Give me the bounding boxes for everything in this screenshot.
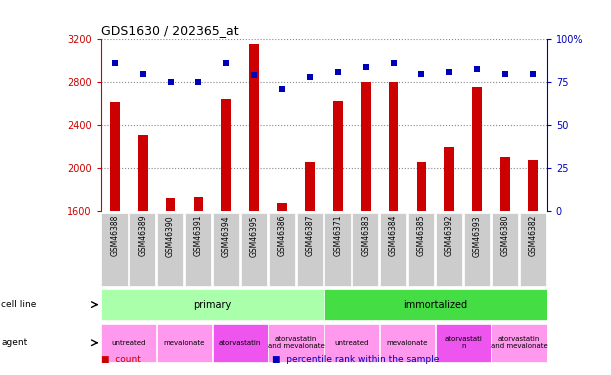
Text: untreated: untreated [334, 340, 369, 346]
Bar [500, 158, 510, 211]
Text: GSM46380: GSM46380 [500, 215, 510, 256]
Text: GSM46385: GSM46385 [417, 215, 426, 256]
FancyBboxPatch shape [157, 324, 212, 362]
Bar [528, 160, 538, 211]
Text: agent: agent [1, 338, 27, 347]
Text: GSM46390: GSM46390 [166, 215, 175, 256]
FancyBboxPatch shape [101, 213, 128, 286]
FancyBboxPatch shape [353, 213, 378, 286]
Text: GSM46392: GSM46392 [445, 215, 454, 256]
FancyBboxPatch shape [324, 213, 351, 286]
Text: GDS1630 / 202365_at: GDS1630 / 202365_at [101, 24, 238, 37]
Text: GSM46371: GSM46371 [333, 215, 342, 256]
FancyBboxPatch shape [380, 324, 435, 362]
Text: primary: primary [193, 300, 232, 310]
Bar [389, 82, 398, 211]
Text: GSM46384: GSM46384 [389, 215, 398, 256]
Text: GSM46382: GSM46382 [529, 215, 538, 256]
FancyBboxPatch shape [157, 213, 183, 286]
Text: atorvastatin
and mevalonate: atorvastatin and mevalonate [268, 336, 324, 349]
Text: GSM46394: GSM46394 [222, 215, 231, 256]
Bar [333, 100, 343, 211]
Text: GSM46388: GSM46388 [110, 215, 119, 256]
FancyBboxPatch shape [269, 213, 295, 286]
Text: atorvastatin
and mevalonate: atorvastatin and mevalonate [491, 336, 547, 349]
Bar [277, 202, 287, 211]
FancyBboxPatch shape [213, 324, 268, 362]
FancyBboxPatch shape [491, 324, 547, 362]
FancyBboxPatch shape [101, 324, 156, 362]
Bar [417, 162, 426, 211]
Point [137, 71, 147, 77]
Point [221, 60, 231, 66]
FancyBboxPatch shape [436, 324, 491, 362]
Text: GSM46395: GSM46395 [250, 215, 258, 256]
FancyBboxPatch shape [268, 324, 324, 362]
Bar [472, 87, 482, 211]
Point [500, 71, 510, 77]
Bar [166, 198, 175, 211]
Bar [194, 197, 203, 211]
Bar [221, 99, 231, 211]
Point [277, 86, 287, 92]
Point [472, 66, 482, 72]
Text: mevalonate: mevalonate [164, 340, 205, 346]
Point [528, 71, 538, 77]
Text: GSM46393: GSM46393 [473, 215, 481, 256]
Text: GSM46391: GSM46391 [194, 215, 203, 256]
Text: atorvastati
n: atorvastati n [444, 336, 482, 349]
Text: atorvastatin: atorvastatin [219, 340, 262, 346]
Text: untreated: untreated [111, 340, 146, 346]
Bar [110, 102, 120, 211]
Point [166, 79, 175, 85]
Bar [137, 135, 147, 211]
Text: cell line: cell line [1, 300, 37, 309]
Point [444, 69, 454, 75]
FancyBboxPatch shape [185, 213, 211, 286]
Point [360, 64, 370, 70]
Text: GSM46383: GSM46383 [361, 215, 370, 256]
Point [389, 60, 398, 66]
FancyBboxPatch shape [492, 213, 518, 286]
Point [333, 69, 343, 75]
Text: GSM46386: GSM46386 [277, 215, 287, 256]
Text: GSM46387: GSM46387 [306, 215, 315, 256]
FancyBboxPatch shape [519, 213, 546, 286]
Bar [305, 162, 315, 211]
FancyBboxPatch shape [241, 213, 267, 286]
FancyBboxPatch shape [380, 213, 406, 286]
Text: mevalonate: mevalonate [387, 340, 428, 346]
Bar [444, 147, 454, 211]
Text: immortalized: immortalized [403, 300, 467, 310]
FancyBboxPatch shape [213, 213, 239, 286]
Text: GSM46389: GSM46389 [138, 215, 147, 256]
FancyBboxPatch shape [436, 213, 462, 286]
FancyBboxPatch shape [324, 289, 547, 320]
FancyBboxPatch shape [296, 213, 323, 286]
Bar [249, 44, 259, 211]
FancyBboxPatch shape [101, 289, 324, 320]
FancyBboxPatch shape [464, 213, 490, 286]
Bar [360, 82, 370, 211]
FancyBboxPatch shape [130, 213, 155, 286]
Point [249, 72, 259, 78]
Text: ■  percentile rank within the sample: ■ percentile rank within the sample [272, 355, 439, 364]
FancyBboxPatch shape [408, 213, 434, 286]
Point [305, 74, 315, 80]
Point [194, 79, 203, 85]
FancyBboxPatch shape [324, 324, 379, 362]
Point [417, 71, 426, 77]
Text: ■  count: ■ count [101, 355, 141, 364]
Point [110, 60, 120, 66]
